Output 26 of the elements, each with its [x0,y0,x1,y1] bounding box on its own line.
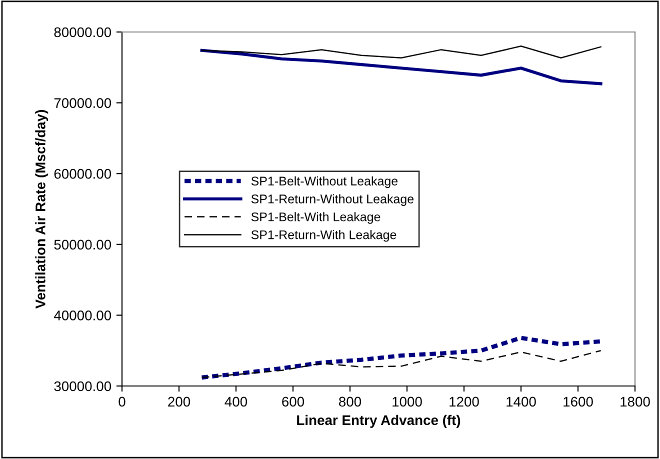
legend-label: SP1-Return-With Leakage [251,230,396,242]
y-tick-label: 40000.00 [54,310,112,320]
x-tick-label: 800 [339,396,362,407]
line-series [200,336,603,380]
x-tick-label: 400 [224,396,248,407]
x-tick-label: 1200 [450,396,479,407]
y-tick-label: 30000.00 [54,381,112,392]
line-series [201,350,602,378]
y-tick-label: 50000.00 [54,240,112,250]
line-series [200,48,602,86]
y-tick-label: 80000.00 [54,27,112,38]
x-tick-label: 1400 [506,396,536,407]
y-tick-label: 70000.00 [54,98,112,108]
y-tick-label: 60000.00 [54,168,112,179]
x-tick-label: 0 [118,396,126,407]
x-axis-title: Linear Entry Advance (ft) [297,414,460,428]
legend-label: SP1-Belt-Without Leakage [251,176,398,188]
x-tick-label: 1800 [620,396,650,407]
x-tick-label: 1000 [392,396,422,407]
x-tick-label: 600 [282,396,304,407]
legend-label: SP1-Return-Without Leakage [251,194,414,206]
y-axis-title: Ventilation Air Rate (Mscf/day) [35,110,48,309]
x-tick-label: 1600 [564,396,593,407]
legend-label: SP1-Belt-With Leakage [251,212,380,224]
line-series [201,46,602,58]
x-tick-label: 200 [168,396,190,407]
